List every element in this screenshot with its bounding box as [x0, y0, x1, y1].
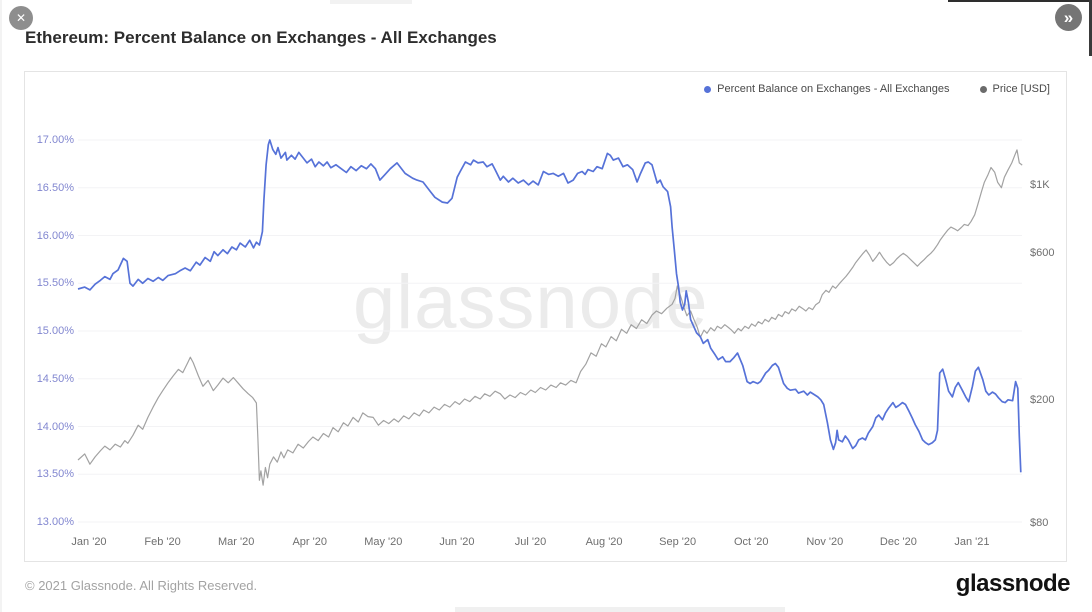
x-axis-tick: Apr '20 — [292, 536, 327, 548]
x-axis-tick: Sep '20 — [659, 536, 697, 548]
x-axis-tick: Mar '20 — [217, 536, 255, 548]
close-button[interactable]: ✕ — [9, 6, 33, 30]
legend-label-price: Price [USD] — [992, 83, 1050, 95]
glassnode-logo: glassnode — [955, 570, 1071, 597]
left-edge-artifact — [0, 0, 2, 612]
y-axis-left-tick: 16.00% — [36, 229, 74, 242]
right-edge-strip — [1089, 0, 1092, 56]
x-axis-tick: Jan '20 — [71, 536, 107, 548]
y-axis-left-tick: 14.50% — [36, 372, 74, 385]
next-button[interactable]: » — [1055, 4, 1082, 31]
x-axis-tick: Jan '21 — [954, 536, 990, 548]
y-axis-right-tick: $200 — [1030, 394, 1055, 407]
legend-label-balance: Percent Balance on Exchanges - All Excha… — [717, 83, 950, 95]
glassnode-watermark: glassnode — [353, 260, 709, 345]
chart-legend: Percent Balance on Exchanges - All Excha… — [704, 83, 1050, 95]
y-axis-left-tick: 14.00% — [36, 420, 74, 433]
x-axis-tick: Dec '20 — [879, 536, 917, 548]
double-chevron-right-icon: » — [1063, 7, 1074, 27]
legend-dot-price — [979, 85, 987, 93]
y-axis-left-tick: 13.00% — [36, 516, 74, 528]
copyright-text: © 2021 Glassnode. All Rights Reserved. — [25, 578, 258, 593]
close-icon: ✕ — [15, 11, 27, 25]
x-axis-tick: Jun '20 — [439, 536, 475, 548]
y-axis-right-tick: $80 — [1030, 516, 1049, 529]
top-right-edge-line — [948, 0, 1092, 2]
x-axis-tick: May '20 — [364, 536, 403, 548]
legend-dot-balance — [704, 85, 712, 93]
chart-card: glassnode — [24, 71, 1067, 562]
y-axis-left-tick: 17.00% — [36, 134, 74, 146]
y-axis-left-tick: 16.50% — [36, 181, 74, 194]
bottom-edge-artifact — [455, 607, 785, 612]
x-axis-tick: Oct '20 — [733, 536, 769, 548]
y-axis-left-tick: 15.50% — [36, 277, 74, 290]
page-title: Ethereum: Percent Balance on Exchanges -… — [25, 28, 497, 47]
legend-item-balance[interactable]: Percent Balance on Exchanges - All Excha… — [704, 83, 950, 95]
x-axis-tick: Jul '20 — [514, 536, 547, 548]
x-axis-tick: Nov '20 — [806, 536, 844, 548]
y-axis-right-tick: $1K — [1030, 179, 1050, 191]
y-axis-right-tick: $600 — [1030, 247, 1055, 260]
legend-item-price[interactable]: Price [USD] — [979, 83, 1050, 95]
x-axis-tick: Aug '20 — [585, 536, 623, 548]
y-axis-left-tick: 15.00% — [36, 325, 74, 337]
top-edge-artifact — [330, 0, 412, 4]
y-axis-left-tick: 13.50% — [36, 468, 74, 481]
x-axis-tick: Feb '20 — [144, 536, 181, 548]
